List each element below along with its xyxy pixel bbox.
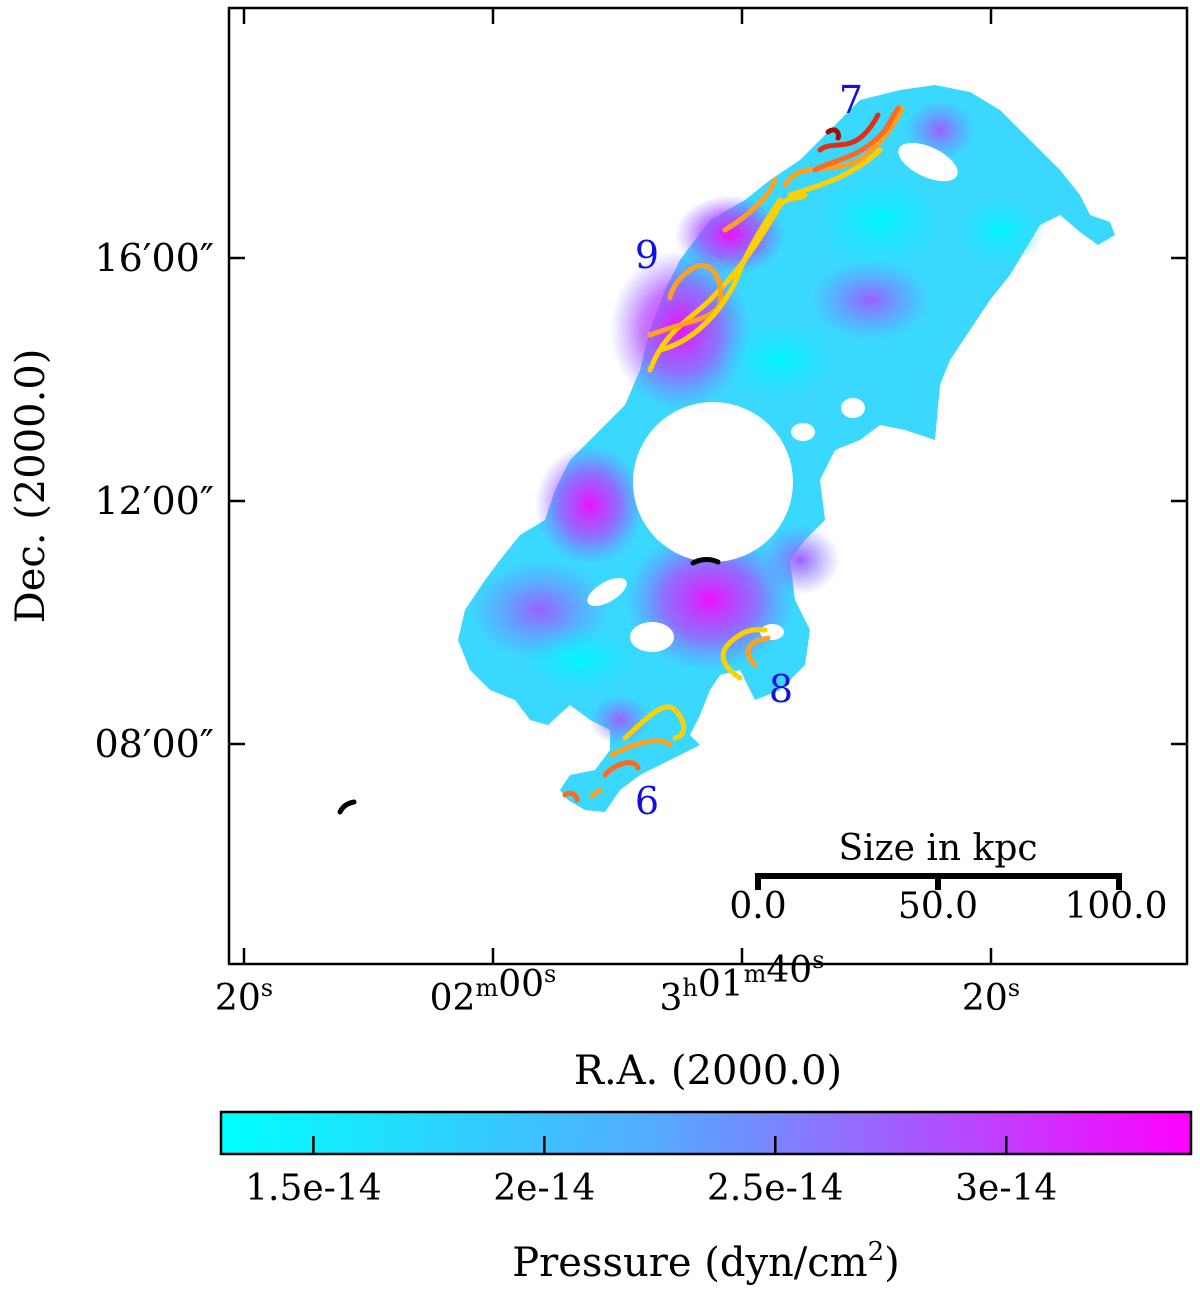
hot-spot: [675, 195, 785, 275]
contour-line: [337, 799, 357, 815]
hot-spot: [610, 250, 750, 410]
region-labels: 7 9 8 6: [635, 78, 863, 823]
region-label-7: 7: [839, 78, 863, 122]
colorbar-gradient: [219, 1110, 1193, 1156]
x-tick-label: 20s: [962, 974, 1020, 1019]
scale-bar-label-0: 0.0: [729, 886, 786, 927]
warm-patch: [590, 695, 650, 745]
colorbar-ticks: 1.5e-14 2e-14 2.5e-14 3e-14: [245, 1136, 1057, 1209]
region-label-9: 9: [635, 233, 659, 277]
contour-line: [745, 635, 771, 668]
y-tick-label: 08′00″: [94, 722, 214, 766]
colorbar-tick-label: 3e-14: [955, 1168, 1057, 1209]
scale-bar: Size in kpc 0.0 50.0 100.0: [729, 828, 1167, 927]
x-tick-label: 3h01m40s: [659, 946, 824, 1019]
contour-line: [609, 738, 673, 758]
contour-line: [657, 197, 783, 353]
y-tick-label: 16′00″: [94, 236, 214, 280]
pressure-contours: [337, 105, 905, 815]
hot-spot: [535, 445, 645, 565]
x-axis: 20s 02m00s 3h01m40s 20s: [215, 8, 1020, 1019]
warm-patch: [760, 525, 840, 595]
contour-line: [690, 557, 721, 566]
colorbar-tick-label: 2e-14: [493, 1168, 595, 1209]
x-tick-label: 02m00s: [430, 960, 557, 1019]
contour-line: [825, 127, 841, 141]
contour-line: [722, 177, 778, 233]
heatmap-region: 7 9 8 6: [337, 78, 1115, 823]
cool-patch: [955, 195, 1045, 265]
y-axis-label: Dec. (2000.0): [8, 349, 54, 624]
contour-line: [787, 147, 883, 198]
cool-patch: [720, 320, 840, 400]
map-holes: [587, 142, 958, 652]
cool-patch: [520, 625, 640, 695]
contour-line: [720, 627, 768, 681]
contour-line: [562, 790, 580, 803]
region-label-6: 6: [635, 779, 659, 823]
cool-patch: [810, 170, 950, 270]
x-tick-label: 20s: [215, 974, 273, 1019]
plot-frame: [227, 6, 1189, 966]
x-axis-label: R.A. (2000.0): [574, 1048, 842, 1094]
contour-line: [589, 787, 603, 799]
scale-bar-title: Size in kpc: [838, 828, 1037, 869]
emission-blob: [458, 85, 1115, 812]
colorbar-tick-label: 1.5e-14: [245, 1168, 382, 1209]
scale-bar-label-2: 100.0: [1064, 886, 1167, 927]
contour-line: [647, 263, 724, 338]
warm-patch: [810, 260, 930, 340]
contour-line: [622, 704, 687, 741]
region-label-8: 8: [769, 667, 793, 711]
y-axis: 16′00″ 12′00″ 08′00″: [94, 236, 1187, 766]
contour-line: [782, 105, 905, 188]
colorbar-tick-label: 2.5e-14: [707, 1168, 844, 1209]
colorbar-label: Pressure (dyn/cm2): [512, 1237, 900, 1286]
y-tick-label: 12′00″: [94, 479, 214, 523]
scale-bar-label-1: 50.0: [898, 886, 978, 927]
contour-line: [817, 112, 881, 153]
contour-line: [812, 105, 901, 173]
contour-line: [602, 760, 641, 778]
colorbar: 1.5e-14 2e-14 2.5e-14 3e-14 Pressure (dyn/c…: [219, 1110, 1193, 1286]
